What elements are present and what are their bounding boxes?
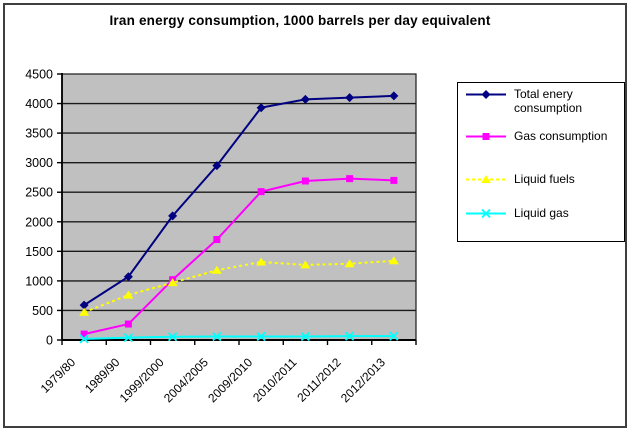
- data-point-marker: [79, 334, 89, 344]
- data-point-marker: [167, 278, 178, 287]
- series-liquid-fuels: [79, 256, 399, 316]
- data-point-marker: [79, 307, 90, 316]
- data-point-marker: [213, 236, 221, 244]
- data-point-marker: [123, 272, 133, 282]
- data-point-marker: [389, 331, 399, 341]
- data-point-marker: [344, 259, 355, 268]
- series-liquid-gas: [79, 331, 399, 344]
- data-point-marker: [390, 176, 398, 184]
- data-point-marker: [389, 91, 399, 101]
- y-axis-label: 4500: [25, 68, 53, 82]
- data-point-marker: [344, 331, 355, 341]
- legend-label: Liquid gas: [514, 206, 569, 220]
- data-point-marker: [79, 300, 89, 310]
- data-point-marker: [123, 332, 134, 343]
- x-axis-label: 1989/90: [82, 355, 123, 396]
- x-axis-label: 2010/2011: [250, 355, 300, 405]
- data-point-marker: [212, 161, 222, 171]
- data-point-marker: [300, 260, 311, 269]
- legend-marker-diamond-icon: [466, 90, 506, 99]
- y-axis-label: 2000: [25, 215, 53, 229]
- y-axis-label: 3000: [25, 156, 53, 170]
- series-line: [83, 259, 394, 314]
- series-line: [83, 177, 394, 336]
- legend-label: Gas consumption: [514, 129, 608, 143]
- data-point-marker: [80, 330, 88, 338]
- x-axis-label: 1979/80: [38, 355, 79, 396]
- x-axis-label: 2009/2010: [205, 355, 255, 405]
- data-point-marker: [388, 256, 399, 265]
- x-axis-label: 2004/2005: [161, 355, 211, 405]
- data-point-marker: [345, 93, 355, 103]
- data-point-marker: [481, 175, 491, 183]
- x-axis-label: 2012/2013: [338, 355, 388, 405]
- legend: Total enery consumption Gas consumption Li…: [457, 82, 625, 242]
- y-axis-label: 0: [46, 334, 53, 348]
- x-axis-label: 1999/2000: [117, 355, 167, 405]
- series-line: [83, 94, 394, 306]
- data-point-marker: [482, 133, 490, 140]
- legend-marker-triangle-icon: [466, 175, 506, 183]
- data-point-marker: [346, 175, 354, 183]
- y-axis-label: 4000: [25, 97, 53, 111]
- data-point-marker: [212, 331, 222, 342]
- legend-marker-square-icon: [466, 133, 506, 140]
- data-point-marker: [300, 331, 311, 342]
- data-point-marker: [211, 265, 222, 274]
- data-point-marker: [481, 208, 491, 219]
- legend-item-gas-consumption: Gas consumption: [466, 129, 618, 143]
- legend-label: Liquid fuels: [514, 172, 575, 186]
- y-axis-label: 500: [32, 304, 53, 318]
- legend-item-liquid-fuels: Liquid fuels: [466, 172, 618, 186]
- data-point-marker: [481, 90, 491, 99]
- data-point-marker: [124, 320, 132, 328]
- data-point-marker: [167, 332, 178, 342]
- data-point-marker: [257, 188, 265, 196]
- series-total-enery-consumption: [79, 91, 399, 310]
- plot-background: [61, 73, 417, 341]
- data-point-marker: [123, 290, 134, 299]
- data-point-marker: [168, 211, 178, 221]
- y-axis-label: 1000: [25, 274, 53, 288]
- legend-item-liquid-gas: Liquid gas: [466, 206, 618, 220]
- legend-label: Total enery consumption: [514, 87, 583, 115]
- y-axis-label: 1500: [25, 245, 53, 259]
- x-axis-label: 2011/2012: [294, 355, 344, 405]
- legend-marker-x-icon: [466, 208, 506, 219]
- legend-item-total-enery-consumption: Total enery consumption: [466, 87, 618, 115]
- chart-title: Iran energy consumption, 1000 barrels pe…: [109, 13, 491, 28]
- y-axis-label: 3500: [25, 127, 53, 141]
- data-point-marker: [300, 94, 310, 104]
- data-point-marker: [301, 177, 309, 185]
- data-point-marker: [256, 257, 267, 266]
- series-line: [84, 335, 394, 340]
- data-point-marker: [256, 331, 266, 342]
- y-axis-label: 2500: [25, 186, 53, 200]
- data-point-marker: [256, 103, 266, 113]
